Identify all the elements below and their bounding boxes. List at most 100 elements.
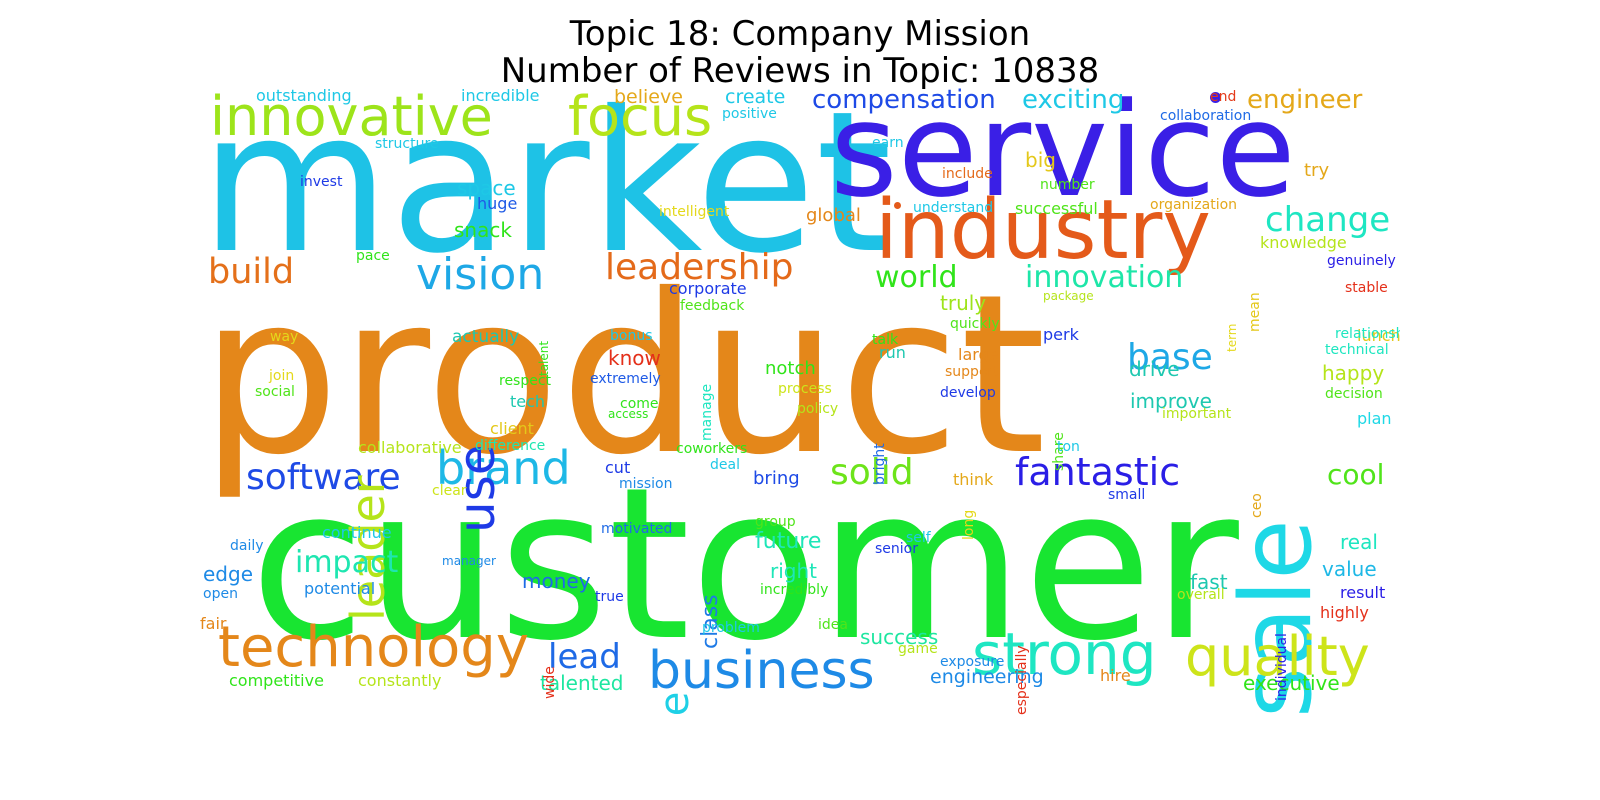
word-fast: fast xyxy=(1190,570,1228,594)
word-cloud: product customer market service industry inno… xyxy=(200,85,1400,715)
word-solid: solid xyxy=(830,452,914,493)
word-collaborative: collaborative xyxy=(358,438,462,457)
word-structure: structure xyxy=(375,136,439,152)
word-true: true xyxy=(595,589,624,605)
word-social: social xyxy=(255,384,295,400)
word-innovative: innovative xyxy=(210,85,493,148)
word-change: change xyxy=(1265,200,1391,240)
word-understand: understand xyxy=(913,200,994,216)
word-world: world xyxy=(875,260,958,295)
word-focus: focus xyxy=(568,85,713,148)
word-business: business xyxy=(648,641,875,701)
decorative-dot xyxy=(1210,92,1221,103)
word-earn: earn xyxy=(872,135,904,151)
word-compensation: compensation xyxy=(812,85,996,115)
word-process: process xyxy=(778,381,832,397)
word-executive: executive xyxy=(1243,671,1340,695)
word-deal: deal xyxy=(710,457,740,473)
word-leadership: leadership xyxy=(605,247,794,288)
word-run: run xyxy=(879,343,906,362)
word-improve: improve xyxy=(1130,389,1212,413)
figure-subtitle: Number of Reviews in Topic: 10838 xyxy=(500,51,1100,91)
word-technical: technical xyxy=(1325,342,1389,358)
word-service: service xyxy=(830,85,1296,226)
word-incredibly: incredibly xyxy=(760,582,829,598)
word-create: create xyxy=(725,86,786,108)
word-collaboration: collaboration xyxy=(1160,108,1252,124)
word-wide: wide xyxy=(542,665,558,699)
word-real: real xyxy=(1340,530,1378,554)
word-market: market xyxy=(200,85,893,296)
word-think: think xyxy=(953,470,994,489)
word-stable: stable xyxy=(1345,280,1388,296)
word-end: end xyxy=(1210,89,1237,105)
word-develop: develop xyxy=(940,385,996,401)
word-happy: happy xyxy=(1322,361,1385,385)
word-snack: snack xyxy=(454,218,512,242)
word-cut: cut xyxy=(605,458,631,477)
word-access: access xyxy=(608,407,649,421)
word-organization: organization xyxy=(1150,197,1238,213)
word-drive: drive xyxy=(1129,357,1180,381)
word-bring: bring xyxy=(753,468,800,489)
word-incredible: incredible xyxy=(461,86,540,105)
word-right: right xyxy=(770,559,817,583)
word-cool: cool xyxy=(1327,458,1385,491)
word-exposure: exposure xyxy=(940,654,1005,670)
word-pace: pace xyxy=(356,248,390,264)
word-relationship: relationship xyxy=(1335,326,1400,342)
word-edge: edge xyxy=(203,562,253,586)
word-especially: especially xyxy=(1014,645,1030,715)
word-knowledge: knowledge xyxy=(1260,233,1347,252)
word-positive: positive xyxy=(722,106,777,122)
word-future: future xyxy=(755,529,822,554)
word-quality: quality xyxy=(1185,625,1370,688)
word-bright: bright xyxy=(872,443,888,486)
word-innovation: innovation xyxy=(1025,260,1184,295)
word-space: space xyxy=(457,176,516,200)
word-ton: ton xyxy=(1057,439,1080,455)
word-clear: clear xyxy=(432,483,467,499)
word-coworkers: coworkers xyxy=(676,441,748,457)
word-passionate: passionate xyxy=(652,692,698,715)
word-technology: technology xyxy=(218,615,529,680)
word-way: way xyxy=(270,329,299,345)
word-quickly: quickly xyxy=(950,316,1000,332)
word-fair: fair xyxy=(200,614,227,633)
word-brand: brand xyxy=(436,441,571,495)
word-genuinely: genuinely xyxy=(1327,253,1396,269)
figure-title: Topic 18: Company Mission xyxy=(569,14,1031,54)
word-bonus: bonus xyxy=(610,328,653,344)
word-manage: manage xyxy=(699,383,715,442)
word-outstanding: outstanding xyxy=(256,86,352,105)
word-continue: continue xyxy=(322,523,392,542)
word-senior: senior xyxy=(875,541,918,557)
word-corporate: corporate xyxy=(669,279,747,298)
word-term: term xyxy=(1225,323,1239,352)
word-idea: idea xyxy=(818,617,848,633)
word-competitive: competitive xyxy=(229,671,324,690)
word-overall: overall xyxy=(1177,587,1225,603)
word-join: join xyxy=(269,368,295,384)
word-motivated: motivated xyxy=(601,521,673,537)
word-group: group xyxy=(755,514,796,530)
word-constantly: constantly xyxy=(358,671,442,690)
word-notch: notch xyxy=(765,358,816,379)
word-long: long xyxy=(961,509,977,540)
word-success: success xyxy=(860,625,939,649)
word-ceo: ceo xyxy=(1249,493,1265,519)
word-game: game xyxy=(898,641,938,657)
word-base: base xyxy=(1127,337,1213,378)
word-intelligent: intelligent xyxy=(659,204,730,220)
word-problem: problem xyxy=(702,620,760,636)
word-software: software xyxy=(246,457,401,498)
word-vision: vision xyxy=(416,249,545,300)
word-hire: hire xyxy=(1100,666,1131,685)
word-tech: tech xyxy=(510,392,546,411)
word-value: value xyxy=(1322,557,1377,581)
word-highly: highly xyxy=(1320,603,1369,622)
word-client: client xyxy=(490,419,534,438)
word-impact: impact xyxy=(295,545,399,580)
word-know: know xyxy=(608,346,661,370)
word-successful: successful xyxy=(1015,199,1098,218)
